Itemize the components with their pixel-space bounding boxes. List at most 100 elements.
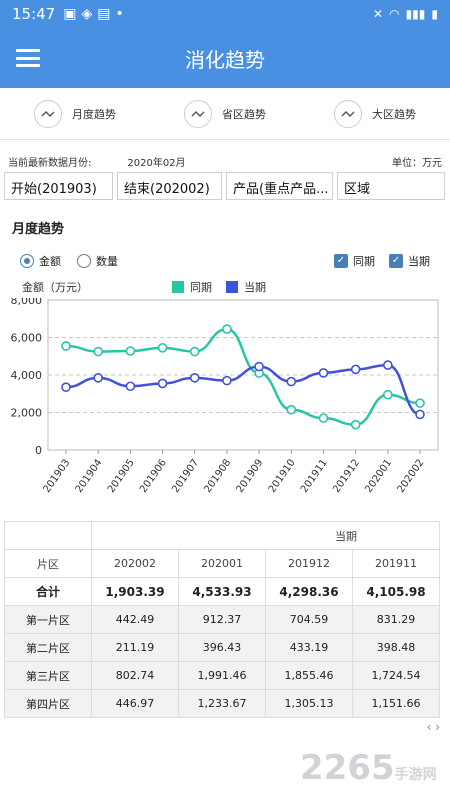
- row-label: 合计: [4, 577, 92, 606]
- tab-region[interactable]: 大区趋势: [334, 99, 416, 128]
- x-tick-label: 202001: [363, 457, 394, 495]
- data-point-curr: [318, 368, 329, 378]
- row-label: 第一片区: [4, 605, 92, 634]
- month-header: 201911: [352, 549, 440, 578]
- page-title: 消化趋势: [185, 47, 265, 72]
- checkmark-icon: ✓: [334, 254, 348, 268]
- x-tick-label: 201912: [331, 457, 362, 495]
- data-table: 当期 片区 202002 202001 201912 201911 合计 1,9…: [4, 521, 450, 721]
- month-header: 202002: [91, 549, 179, 578]
- amount-radio[interactable]: 金额: [20, 253, 61, 269]
- table-cell: 433.19: [265, 633, 353, 662]
- table-row[interactable]: 第一片区 442.49 912.37 704.59 831.29: [4, 605, 440, 634]
- tab-label: 大区趋势: [372, 107, 416, 121]
- table-cell: 1,305.13: [265, 689, 353, 718]
- table-cell: 802.74: [91, 661, 179, 690]
- data-point-curr: [222, 375, 232, 386]
- region-filter[interactable]: 区域: [337, 172, 445, 200]
- trend-icon: [184, 99, 212, 128]
- data-point-prev: [61, 341, 71, 351]
- table-row[interactable]: 第三片区 802.74 1,991.46 1,855.46 1,724.54: [4, 661, 440, 690]
- legend-label-curr: 当期: [244, 281, 266, 294]
- data-point-prev: [157, 343, 168, 353]
- series-line-prev: [65, 327, 421, 426]
- data-point-curr: [189, 373, 200, 383]
- table-cell: 1,991.46: [178, 661, 266, 690]
- status-time: 15:47: [12, 5, 56, 23]
- table-cell: 442.49: [91, 605, 179, 634]
- data-point-prev: [189, 346, 200, 357]
- table-cell: 1,903.39: [91, 577, 179, 606]
- radio-unselected-icon: [77, 254, 91, 268]
- month-header: 202001: [178, 549, 266, 578]
- quantity-radio[interactable]: 数量: [77, 253, 118, 269]
- current-period-label: 当期: [408, 255, 430, 268]
- table-cell: 1,151.66: [352, 689, 440, 718]
- table-row[interactable]: 第四片区 446.97 1,233.67 1,305.13 1,151.66: [4, 689, 440, 718]
- x-tick-label: 201907: [170, 457, 201, 495]
- table-cell: 4,105.98: [352, 577, 440, 606]
- menu-icon[interactable]: [16, 49, 40, 67]
- legend-curr[interactable]: 当期: [226, 279, 266, 295]
- tab-label: 省区趋势: [222, 107, 266, 121]
- data-point-curr: [254, 361, 264, 372]
- data-point-curr: [415, 409, 425, 420]
- data-point-prev: [222, 324, 232, 334]
- data-point-curr: [383, 360, 393, 370]
- data-point-prev: [286, 404, 297, 415]
- quantity-label: 数量: [96, 255, 118, 268]
- table-col-header: 片区: [4, 549, 92, 578]
- table-row-total: 合计 1,903.39 4,533.93 4,298.36 4,105.98: [4, 577, 440, 606]
- table-cell: 4,533.93: [178, 577, 266, 606]
- series-line-curr: [65, 363, 421, 416]
- data-info: 当前最新数据月份: 2020年02月 单位：万元: [0, 140, 450, 172]
- trend-tabs: 月度趋势 省区趋势 大区趋势: [0, 88, 450, 140]
- prev-period-checkbox[interactable]: ✓ 同期: [334, 253, 375, 269]
- tab-label: 月度趋势: [72, 107, 116, 121]
- table-cell: 1,855.46: [265, 661, 353, 690]
- row-label: 第二片区: [4, 633, 92, 662]
- table-cell: 704.59: [265, 605, 353, 634]
- product-filter[interactable]: 产品(重点产品...: [226, 172, 333, 200]
- trend-icon: [34, 99, 62, 128]
- start-month-filter[interactable]: 开始(201903): [4, 172, 113, 200]
- table-cell: 1,724.54: [352, 661, 440, 690]
- x-tick-label: 201904: [74, 457, 105, 495]
- chart-legend-row: 金额（万元） 同期 当期: [0, 276, 450, 298]
- legend-swatch-prev: [172, 281, 184, 293]
- y-tick-label: 2,000: [11, 407, 43, 420]
- legend-label-prev: 同期: [190, 281, 212, 294]
- legend-prev[interactable]: 同期: [172, 279, 212, 295]
- end-month-filter[interactable]: 结束(202002): [117, 172, 222, 200]
- signal-icon: ▮▮▮: [405, 7, 426, 21]
- dot-icon: •: [115, 6, 124, 22]
- x-tick-label: 201906: [138, 457, 169, 495]
- data-point-curr: [286, 376, 297, 387]
- mute-icon: ✕: [373, 7, 384, 21]
- radio-selected-icon: [20, 254, 34, 268]
- table-cell: 446.97: [91, 689, 179, 718]
- data-point-curr: [157, 378, 168, 389]
- tab-province[interactable]: 省区趋势: [184, 99, 266, 128]
- table-pager[interactable]: ‹ ›: [426, 720, 440, 734]
- tab-monthly[interactable]: 月度趋势: [34, 99, 116, 128]
- table-cell: 396.43: [178, 633, 266, 662]
- table-corner: [4, 521, 92, 550]
- row-label: 第四片区: [4, 689, 92, 718]
- current-month-label: 当前最新数据月份:: [8, 158, 92, 169]
- x-tick-label: 201903: [42, 457, 73, 495]
- trend-icon: [334, 99, 362, 128]
- data-point-prev: [350, 419, 361, 430]
- wifi-icon: ◠: [389, 7, 400, 21]
- unit-label: 单位：万元: [392, 158, 442, 169]
- table-row[interactable]: 第二片区 211.19 396.43 433.19 398.48: [4, 633, 440, 662]
- prev-period-label: 同期: [353, 255, 375, 268]
- y-tick-label: 6,000: [11, 332, 43, 345]
- current-month-value: 2020年02月: [127, 158, 186, 169]
- current-period-checkbox[interactable]: ✓ 当期: [389, 253, 430, 269]
- bag-icon: ▤: [97, 6, 111, 22]
- data-point-prev: [125, 346, 136, 356]
- battery-icon: ▮: [431, 7, 438, 21]
- section-title: 月度趋势: [12, 222, 65, 237]
